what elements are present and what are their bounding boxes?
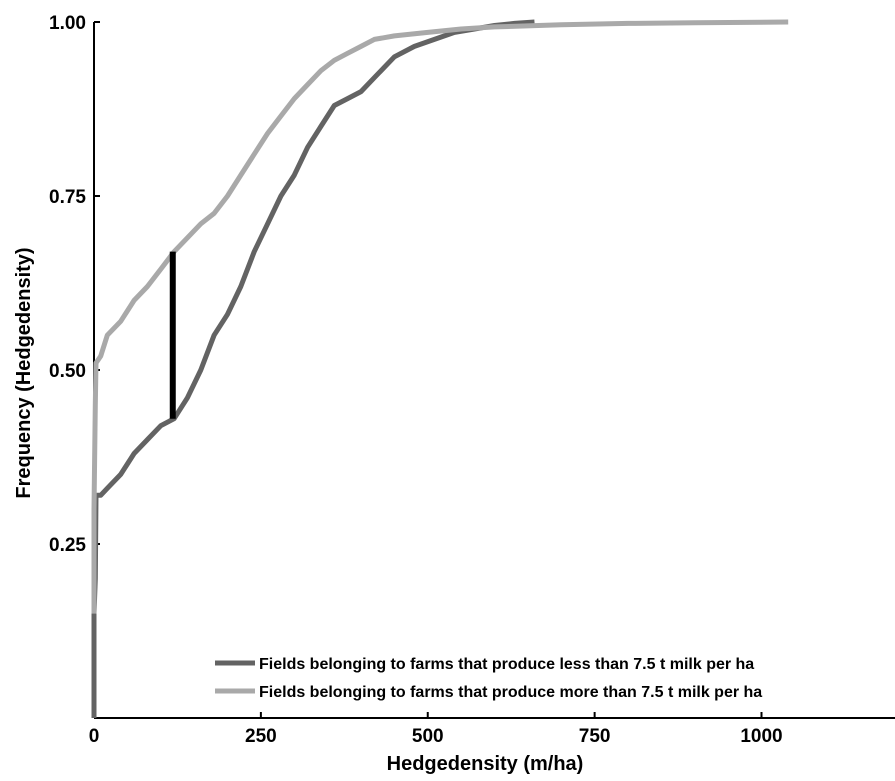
series-line-1 [91, 19, 535, 718]
y-tick-label: 0.50 [49, 361, 86, 382]
legend-label-2: Fields belonging to farms that produce m… [259, 684, 762, 701]
x-tick-label: 250 [245, 726, 277, 747]
series-layer [91, 19, 789, 718]
axes [93, 22, 895, 719]
y-axis-title: Frequency (Hedgedensity) [13, 247, 35, 498]
series-line-2 [91, 19, 789, 614]
x-tick-label: 750 [579, 726, 611, 747]
x-tick-label: 500 [412, 726, 444, 747]
x-tick-label: 1000 [740, 726, 782, 747]
x-tick-label: 0 [89, 726, 100, 747]
y-tick-label: 0.25 [49, 535, 86, 556]
legend: Fields belonging to farms that produce l… [215, 656, 762, 701]
legend-label-1: Fields belonging to farms that produce l… [259, 656, 754, 673]
y-ticks: 0.25 0.50 0.75 1.00 [49, 13, 100, 556]
x-axis-title: Hedgedensity (m/ha) [387, 753, 584, 775]
x-ticks: 0 250 500 750 1000 [89, 712, 783, 747]
y-tick-label: 0.75 [49, 187, 86, 208]
y-tick-label: 1.00 [49, 13, 86, 34]
